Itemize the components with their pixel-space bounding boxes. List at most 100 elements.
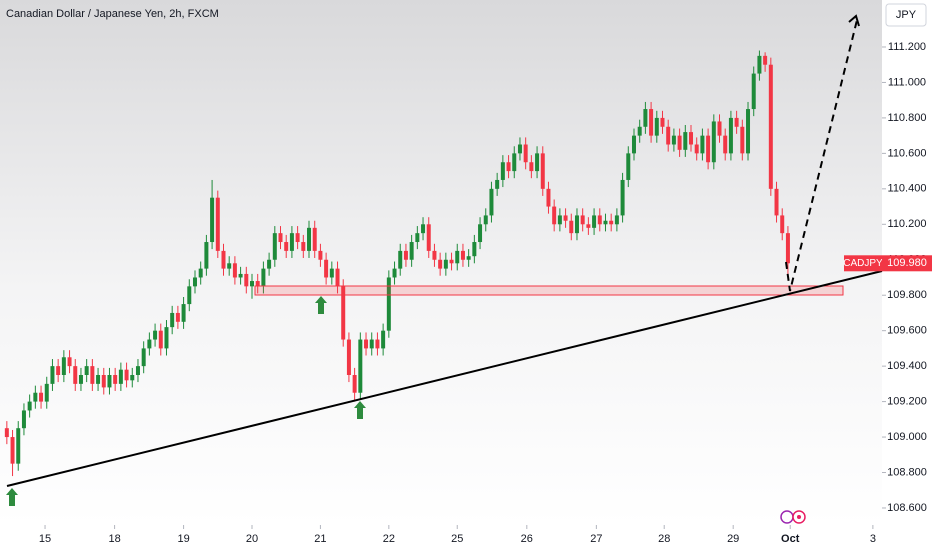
candle-body [101,375,106,388]
candle-body [44,383,49,402]
candle-body [73,366,78,384]
x-tick-label: 3 [870,533,876,545]
candle-body [751,73,756,110]
last-price-tag: CADJPY 109.980 [843,255,932,272]
candle-body [689,132,694,145]
candle-body [398,250,403,269]
candle-body [375,339,380,349]
candle-body [586,224,591,228]
y-tick-label: 109.800 [887,289,927,301]
candle-body [443,259,448,269]
candle-body [592,215,597,228]
candle-body [478,224,483,243]
candle-body [364,339,369,349]
candle-body [643,109,648,127]
candle-body [472,242,477,257]
candle-body [506,162,511,172]
candle-body [609,220,614,225]
candle-body [118,369,123,384]
currency-label: JPY [896,9,917,21]
candle-body [113,375,118,384]
candle-body [318,250,323,260]
x-tick-label: 27 [590,533,602,545]
y-tick-label: 108.600 [887,502,927,514]
y-tick-label: 109.000 [887,431,927,443]
symbol-tag [844,255,882,272]
candle-body [153,330,158,340]
candle-body [215,197,220,251]
candle-body [352,375,357,393]
candle-body [415,233,420,243]
y-tick-label: 110.800 [888,112,927,124]
candle-body [438,259,443,269]
candle-body [187,286,192,305]
candle-body [50,366,55,384]
candle-body [734,117,739,127]
candle-body [631,135,636,154]
candle-body [620,179,625,216]
candle-body [221,250,226,269]
x-tick-label: 26 [521,533,533,545]
trendline [6,270,883,487]
candle-body [284,242,289,251]
candle-body [740,126,745,154]
candle-body [130,375,135,381]
candle-body [757,55,762,74]
candle-body [192,277,197,287]
candle-body [39,392,44,402]
candle-body [711,121,716,163]
candle-body [244,273,249,287]
x-tick-label: 20 [246,533,258,545]
candle-body [768,64,773,189]
event-icon[interactable] [780,510,794,524]
candle-body [489,188,494,216]
candle-body [563,215,568,221]
candle-body [660,117,665,127]
candle-body [763,55,768,65]
support-zone [254,285,844,296]
candle-body [517,144,522,154]
candle-body [84,366,89,375]
y-tick-label: 109.200 [887,396,927,408]
candle-body [529,162,534,172]
candle-body [141,348,146,367]
candle-body [694,144,699,154]
candle-body [147,339,152,349]
candle-body [421,224,426,234]
x-tick-label: 19 [177,533,189,545]
x-tick-label: 25 [451,533,463,545]
candle-body [61,357,66,375]
candle-body [449,259,454,264]
candle-body [181,304,186,322]
candle-body [27,401,32,411]
candle-body [597,215,602,225]
candle-body [495,179,500,189]
candle-body [409,242,414,260]
candle-body [272,233,277,260]
y-tick-label: 110.200 [888,218,927,230]
candle-body [603,220,608,225]
candle-body [637,126,642,136]
x-tick-label: Oct [781,533,800,545]
candle-body [392,268,397,278]
candle-body [466,256,471,260]
buy-arrow [354,401,366,419]
y-tick-label: 110.600 [888,147,927,159]
y-tick-label: 111.200 [888,41,926,53]
price-tag [882,255,932,272]
candle-body [614,215,619,225]
candle-body [683,132,688,150]
x-tick-label: 18 [108,533,120,545]
candle-body [403,250,408,260]
price-label: 109.980 [887,257,927,269]
candles [4,50,790,477]
x-tick-label: 15 [39,533,51,545]
candle-body [700,135,705,154]
candle-body [381,330,386,349]
candle-body [569,220,574,234]
currency-button[interactable] [885,3,927,27]
candle-body [785,233,790,264]
candle-body [358,339,363,393]
price-axis-background [882,0,932,550]
